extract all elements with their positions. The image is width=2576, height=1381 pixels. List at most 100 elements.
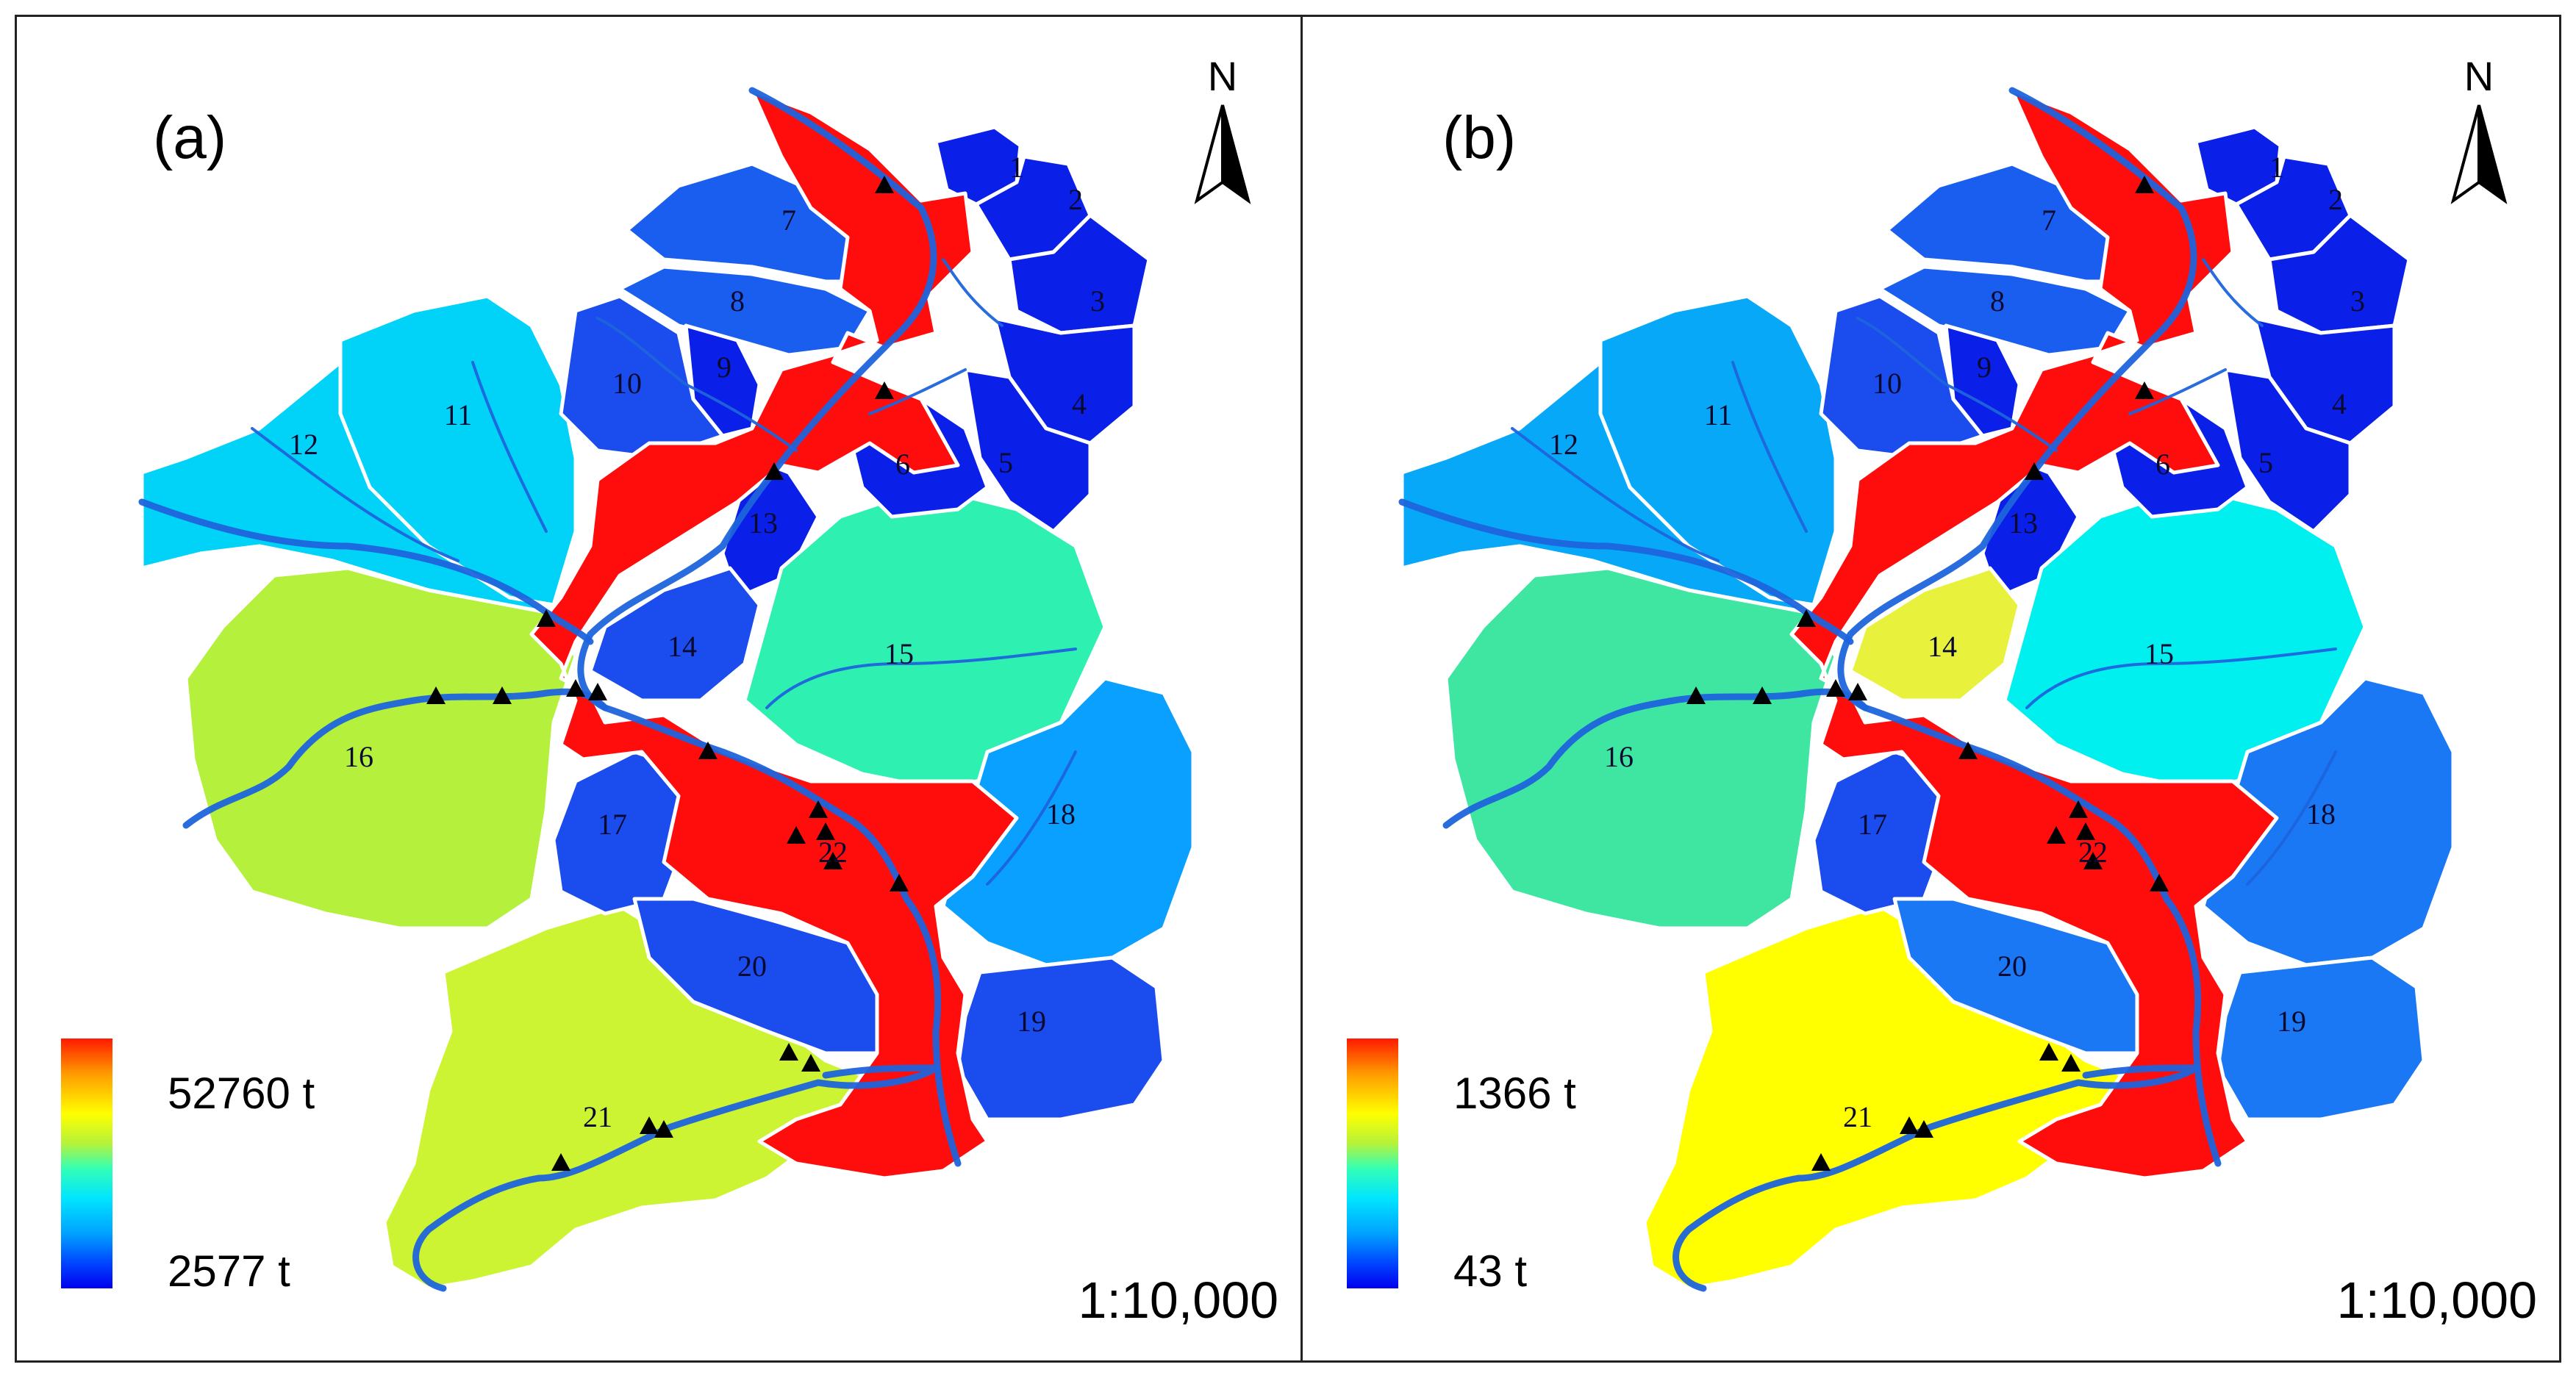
svg-text:N: N [1208,53,1237,99]
river-line [138,498,594,645]
river-line [2158,648,2337,665]
subbasin-16 [184,566,578,930]
river-line [251,427,459,562]
station-marker [1826,679,1845,697]
subbasin-3 [1007,213,1151,335]
subbasin-label-8: 8 [730,284,745,318]
subbasin-label-2: 2 [2328,183,2343,216]
station-marker [875,176,894,193]
legend-max-label: 52760 t [168,1069,315,1118]
subbasin-label-9: 9 [1977,351,1992,384]
station-marker [2069,800,2088,818]
subbasin-label-15: 15 [2144,637,2174,670]
station-marker [2135,176,2154,193]
legend-max-label: 1366 t [1453,1069,1576,1118]
station-marker [1914,1120,1933,1138]
station-marker [1848,683,1867,700]
scale-label: 1:10,000 [1078,1271,1278,1329]
station-marker [875,381,894,399]
station-marker [566,679,585,697]
subbasin-22 [1789,88,2279,1180]
subbasin-18 [941,676,1195,967]
station-marker [2150,874,2169,892]
station-marker [2047,826,2066,844]
station-marker [588,683,607,700]
subbasin-label-10: 10 [1872,367,1902,400]
river-line [2246,750,2337,886]
svg-text:N: N [2464,53,2494,99]
subbasin-label-9: 9 [717,351,731,384]
subbasin-label-20: 20 [737,950,767,983]
subbasin-label-5: 5 [2258,446,2273,479]
subbasin-label-16: 16 [344,740,373,773]
subbasin-label-14: 14 [1928,630,1957,663]
subbasin-label-18: 18 [2306,797,2336,831]
legend-min-label: 43 t [1453,1247,1528,1296]
river-line [471,361,548,533]
subbasin-label-22: 22 [2078,836,2108,869]
subbasin-11 [1598,294,1838,607]
station-marker [801,1054,820,1072]
subbasin-label-17: 17 [1858,808,1887,841]
station-marker [765,462,784,480]
river-line [596,317,798,452]
river-line [1837,87,2222,1167]
subbasin-label-7: 7 [2042,204,2056,237]
river-line [1511,427,1720,562]
river-line [1672,1064,2200,1292]
station-marker [698,742,718,759]
subbasin-5 [2223,367,2353,534]
subbasin-19 [2216,955,2426,1122]
subbasin-label-4: 4 [1072,387,1087,420]
subbasin-label-11: 11 [1704,398,1733,431]
station-marker [640,1116,659,1134]
subbasin-label-12: 12 [289,428,318,461]
river-line [1442,688,1869,829]
river-line [986,750,1077,886]
subbasin-label-10: 10 [612,367,642,400]
subbasin-label-21: 21 [1843,1100,1872,1133]
river-line [942,258,1003,327]
station-marker [1753,686,1772,704]
subbasin-5 [963,367,1092,534]
station-marker [2135,381,2154,399]
river-line [2025,662,2161,709]
subbasin-label-1: 1 [2269,151,2284,184]
subbasin-label-4: 4 [2332,387,2347,420]
subbasin-label-1: 1 [1009,151,1024,184]
subbasin-label-12: 12 [1549,428,1578,461]
panel-label: (b) [1442,104,1517,171]
subbasin-3 [2267,213,2411,335]
map-panel-b: 1 2 3 4 5 6 7 8 9 10 11 12 13 14 15 16 17 18 19 20 21 22 N (b)… [1300,15,2561,1363]
station-marker [890,874,909,892]
river-line [898,648,1077,665]
subbasin-label-14: 14 [668,630,697,663]
station-marker [787,826,806,844]
subbasin-14 [588,566,762,703]
station-marker [2039,1043,2058,1061]
subbasin-label-19: 19 [1017,1005,1046,1038]
subbasin-label-21: 21 [583,1100,612,1133]
station-marker [1811,1153,1831,1171]
river-line [1398,498,1854,645]
subbasin-label-7: 7 [781,204,796,237]
river-line [1856,317,2058,452]
station-marker [816,822,835,840]
subbasin-label-19: 19 [2277,1005,2306,1038]
river-line [182,688,609,829]
station-marker [551,1153,570,1171]
subbasin-14 [1848,566,2022,703]
subbasin-label-3: 3 [2350,284,2365,318]
subbasin-label-13: 13 [2008,506,2038,539]
subbasin-16 [1444,566,1838,930]
station-marker [426,686,446,704]
subbasin-label-16: 16 [1604,740,1634,773]
station-marker [2083,852,2103,869]
color-legend-bar [1347,1039,1398,1288]
subbasin-label-5: 5 [998,446,1013,479]
river-line [868,368,967,415]
